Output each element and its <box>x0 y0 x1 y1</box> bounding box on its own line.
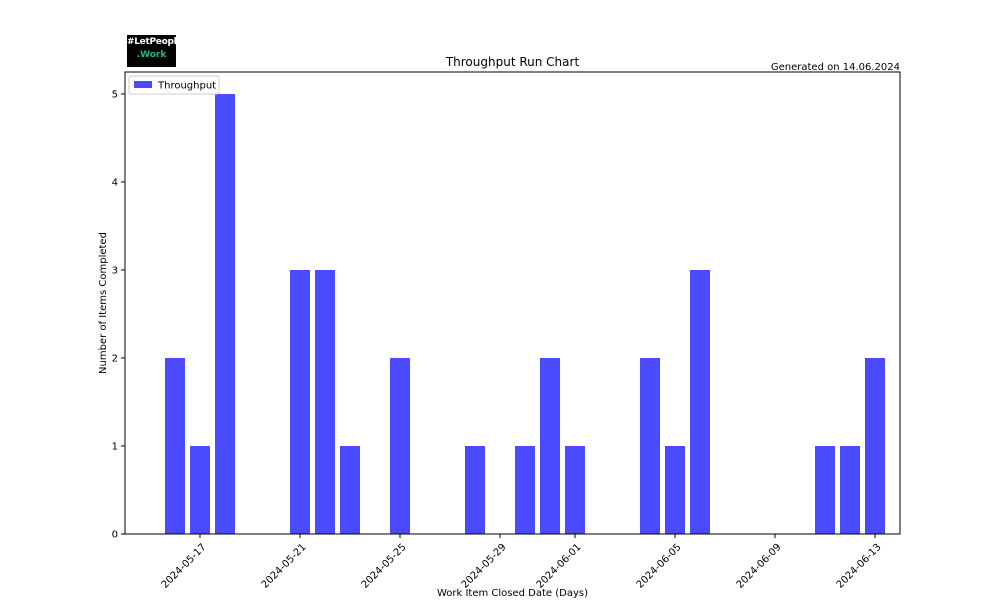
x-axis: 2024-05-17 2024-05-21 2024-05-25 2024-05-29… <box>160 534 884 591</box>
bar-2024-05-17 <box>190 446 210 534</box>
bar-2024-06-04 <box>640 358 660 534</box>
generated-date-text: Generated on 14.06.2024 <box>771 62 900 73</box>
y-tick-label: 2 <box>112 354 118 365</box>
logo-text-line1: #LetPeople <box>127 37 183 47</box>
bar-2024-06-06 <box>690 270 710 534</box>
y-axis: 0 1 2 3 4 5 <box>112 90 125 541</box>
legend-swatch <box>134 81 152 88</box>
bar-2024-05-22 <box>315 270 335 534</box>
x-tick-label: 2024-05-17 <box>160 542 209 591</box>
x-tick-label: 2024-05-21 <box>260 542 309 591</box>
bar-2024-05-30 <box>515 446 535 534</box>
plot-frame <box>124 71 901 535</box>
bar-2024-05-28 <box>465 446 485 534</box>
bar-2024-05-31 <box>540 358 560 534</box>
bar-2024-05-23 <box>340 446 360 534</box>
y-axis-label: Number of Items Completed <box>98 232 109 374</box>
x-tick-label: 2024-06-01 <box>535 542 584 591</box>
x-tick-label: 2024-06-13 <box>835 542 884 591</box>
x-tick-label: 2024-05-29 <box>460 542 509 591</box>
x-tick-label: 2024-06-09 <box>735 542 784 591</box>
bar-2024-06-05 <box>665 446 685 534</box>
logo-text-line2: .Work <box>136 50 167 60</box>
x-tick-label: 2024-05-25 <box>360 542 409 591</box>
y-tick-label: 4 <box>112 178 118 189</box>
bar-2024-06-12 <box>840 446 860 534</box>
y-tick-label: 0 <box>112 530 118 541</box>
legend-box <box>128 75 220 95</box>
legend: Throughput <box>128 75 220 95</box>
bar-2024-06-11 <box>815 446 835 534</box>
y-tick-label: 5 <box>112 90 118 101</box>
chart-title: Throughput Run Chart <box>445 55 580 69</box>
x-axis-label: Work Item Closed Date (Days) <box>437 588 588 599</box>
bar-2024-05-16 <box>165 358 185 534</box>
x-tick-label: 2024-06-05 <box>635 542 684 591</box>
bar-2024-05-18 <box>215 94 235 534</box>
bar-2024-06-01 <box>565 446 585 534</box>
bar-2024-05-21 <box>290 270 310 534</box>
y-tick-label: 1 <box>112 442 118 453</box>
bar-2024-05-25 <box>390 358 410 534</box>
letpeople-logo: #LetPeople .Work <box>127 35 183 67</box>
bars-group <box>165 94 885 534</box>
legend-label-throughput: Throughput <box>157 81 216 92</box>
y-tick-label: 3 <box>112 266 118 277</box>
bar-2024-06-13 <box>865 358 885 534</box>
